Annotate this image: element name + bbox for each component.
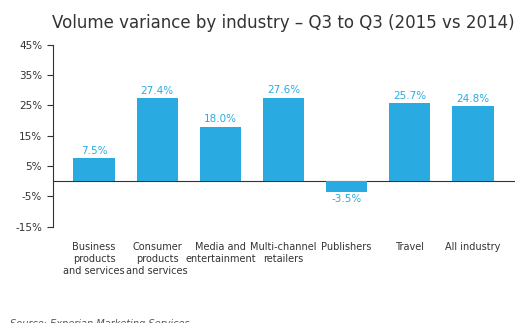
Text: 24.8%: 24.8%: [456, 94, 489, 104]
Text: 18.0%: 18.0%: [204, 114, 237, 124]
Bar: [453, 106, 494, 181]
Bar: [74, 158, 114, 181]
Text: 25.7%: 25.7%: [393, 91, 426, 101]
Bar: [326, 181, 367, 192]
Text: 27.4%: 27.4%: [141, 86, 174, 96]
Text: Source: Experian Marketing Services: Source: Experian Marketing Services: [10, 319, 190, 323]
Title: Volume variance by industry – Q3 to Q3 (2015 vs 2014): Volume variance by industry – Q3 to Q3 (…: [52, 14, 515, 32]
Bar: [263, 98, 304, 181]
Text: 7.5%: 7.5%: [81, 146, 107, 156]
Text: -3.5%: -3.5%: [331, 194, 362, 204]
Bar: [200, 127, 241, 181]
Text: 27.6%: 27.6%: [267, 85, 300, 95]
Bar: [390, 103, 430, 181]
Bar: [136, 98, 177, 181]
